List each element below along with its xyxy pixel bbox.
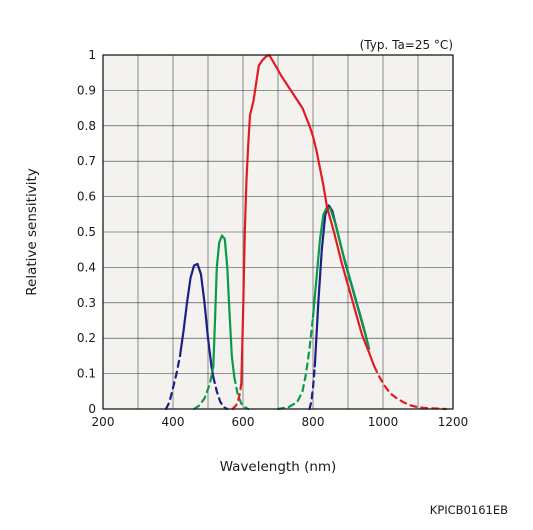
series-3-dashed-lead — [276, 315, 315, 411]
y-tick-label: 0.1 — [77, 367, 96, 381]
series-2-line — [212, 234, 236, 379]
series-0-line — [178, 262, 215, 379]
y-tick-label: 0.9 — [77, 83, 96, 97]
y-tick-label: 0.5 — [77, 225, 96, 239]
x-axis-ticks: 200 400 600 800 1000 1200 — [92, 415, 469, 429]
y-axis-label: Relative sensitivity — [24, 168, 40, 295]
y-tick-label: 1 — [88, 48, 96, 62]
y-tick-label: 0.2 — [77, 331, 96, 345]
series-3-line — [311, 206, 371, 350]
grid-lines — [103, 55, 453, 409]
x-tick-label: 200 — [92, 415, 115, 429]
series-2-dashed-tail — [233, 376, 250, 411]
y-tick-label: 0.3 — [77, 296, 96, 310]
plot-frame — [102, 54, 454, 410]
series-0-dashed-tail — [212, 376, 229, 411]
y-tick-label: 0 — [88, 402, 96, 416]
series-layer — [164, 53, 448, 411]
y-tick-label: 0.7 — [77, 154, 96, 168]
y-axis-ticks: 0 0.1 0.2 0.3 0.4 0.5 0.6 0.7 0.8 0.9 1 — [77, 48, 96, 416]
y-tick-label: 0.6 — [77, 190, 96, 204]
series-4-line — [240, 53, 376, 386]
x-tick-label: 400 — [162, 415, 185, 429]
x-tick-label: 600 — [232, 415, 255, 429]
y-tick-label: 0.8 — [77, 119, 96, 133]
x-tick-label: 1200 — [438, 415, 469, 429]
series-1-dashed-lead — [308, 365, 316, 411]
x-axis-label: Wavelength (nm) — [220, 459, 337, 475]
series-0-dashed-lead — [164, 354, 182, 411]
condition-note: (Typ. Ta=25 °C) — [360, 38, 453, 52]
x-tick-label: 1000 — [368, 415, 399, 429]
y-tick-label: 0.4 — [77, 260, 96, 274]
x-tick-label: 800 — [302, 415, 325, 429]
figure-code: KPICB0161EB — [430, 503, 508, 517]
series-4-dashed-lead — [231, 383, 243, 411]
series-2-dashed-lead — [192, 365, 215, 411]
